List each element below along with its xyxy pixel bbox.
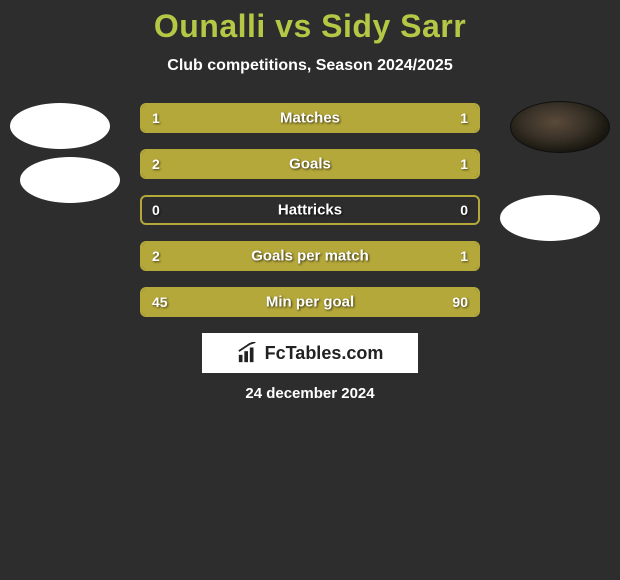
stat-right-value: 0 (460, 202, 468, 218)
comparison-card: Ounalli vs Sidy Sarr Club competitions, … (0, 0, 620, 402)
stat-left-value: 2 (152, 248, 160, 264)
stat-right-value: 1 (460, 156, 468, 172)
club-right-badge (500, 195, 600, 241)
stat-row: 2 Goals 1 (140, 149, 480, 179)
player-right-avatar (510, 101, 610, 153)
stat-right-value: 1 (460, 248, 468, 264)
stat-right-value: 90 (452, 294, 468, 310)
bar-chart-icon (237, 342, 259, 364)
player-left-avatar (10, 103, 110, 149)
stat-left-value: 45 (152, 294, 168, 310)
stat-row: 0 Hattricks 0 (140, 195, 480, 225)
stat-label: Goals per match (251, 248, 369, 265)
stat-label: Hattricks (278, 202, 342, 219)
brand-name: FcTables.com (265, 343, 384, 364)
stat-bars: 1 Matches 1 2 Goals 1 0 Hattricks 0 (140, 103, 480, 317)
date-text: 24 december 2024 (0, 385, 620, 402)
stat-left-value: 2 (152, 156, 160, 172)
stat-left-value: 0 (152, 202, 160, 218)
stat-right-value: 1 (460, 110, 468, 126)
stat-row: 2 Goals per match 1 (140, 241, 480, 271)
stat-left-value: 1 (152, 110, 160, 126)
compare-area: 1 Matches 1 2 Goals 1 0 Hattricks 0 (0, 103, 620, 402)
brand-badge: FcTables.com (202, 333, 418, 373)
stat-label: Matches (280, 110, 340, 127)
page-subtitle: Club competitions, Season 2024/2025 (0, 57, 620, 75)
club-left-badge (20, 157, 120, 203)
page-title: Ounalli vs Sidy Sarr (0, 8, 620, 45)
stat-label: Min per goal (266, 294, 354, 311)
stat-row: 1 Matches 1 (140, 103, 480, 133)
stat-row: 45 Min per goal 90 (140, 287, 480, 317)
bar-fill-left (142, 151, 366, 177)
stat-label: Goals (289, 156, 331, 173)
